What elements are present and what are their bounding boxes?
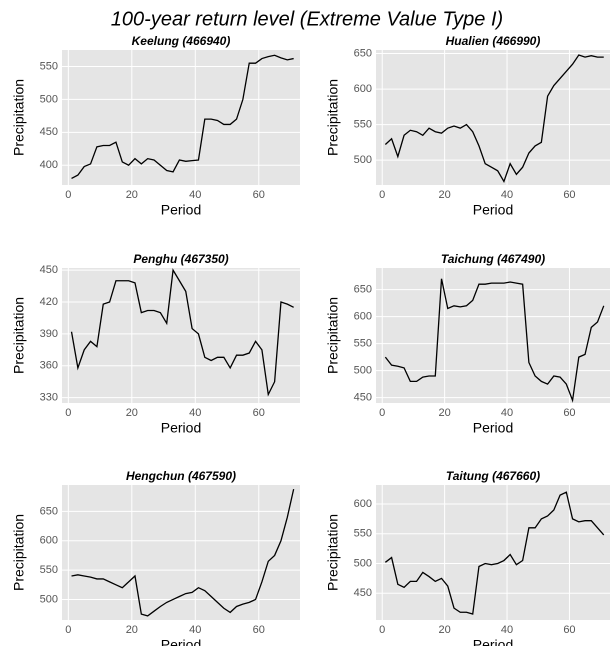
x-tick-label: 40 — [501, 624, 513, 636]
data-line — [384, 54, 604, 183]
y-tick-label: 450 — [354, 587, 372, 599]
y-tick-label: 500 — [354, 154, 372, 166]
y-tick-label: 550 — [354, 119, 372, 131]
x-tick-label: 20 — [439, 189, 451, 201]
panel-background — [62, 50, 300, 185]
y-tick-label: 550 — [354, 338, 372, 350]
y-axis-label: Precipitation — [11, 79, 27, 156]
y-axis-label: Precipitation — [11, 514, 27, 591]
panel-background — [376, 485, 610, 620]
y-tick-label: 500 — [354, 365, 372, 377]
x-tick-label: 60 — [563, 189, 575, 201]
y-tick-label: 650 — [354, 284, 372, 296]
x-tick-label: 40 — [501, 407, 513, 419]
x-tick-label: 0 — [379, 624, 385, 636]
panel-background — [62, 485, 300, 620]
y-tick-label: 500 — [40, 93, 58, 105]
panel-title: Hengchun (467590) — [126, 469, 236, 483]
data-line — [71, 488, 295, 617]
x-tick-label: 60 — [253, 407, 265, 419]
panel-title: Keelung (466940) — [132, 34, 231, 48]
panel-title: Taichung (467490) — [441, 252, 545, 266]
y-tick-label: 450 — [354, 392, 372, 404]
x-tick-label: 40 — [189, 624, 201, 636]
y-axis-label: Precipitation — [325, 514, 341, 591]
y-tick-label: 450 — [40, 126, 58, 138]
x-tick-label: 20 — [439, 624, 451, 636]
y-tick-label: 550 — [354, 528, 372, 540]
y-tick-label: 600 — [354, 311, 372, 323]
y-tick-label: 500 — [354, 557, 372, 569]
x-tick-label: 60 — [563, 624, 575, 636]
panel-background — [376, 50, 610, 185]
y-axis-label: Precipitation — [325, 79, 341, 156]
x-tick-label: 40 — [189, 407, 201, 419]
panel-background — [376, 268, 610, 403]
x-tick-label: 40 — [189, 189, 201, 201]
x-axis-label: Period — [473, 637, 513, 646]
data-line — [71, 54, 294, 179]
x-tick-label: 0 — [65, 189, 71, 201]
y-tick-label: 400 — [40, 159, 58, 171]
x-tick-label: 60 — [253, 189, 265, 201]
x-tick-label: 20 — [126, 189, 138, 201]
data-line — [70, 268, 294, 397]
panel-background — [62, 268, 300, 403]
x-tick-label: 20 — [126, 407, 138, 419]
panel-title: Taitung (467660) — [446, 469, 540, 483]
y-tick-label: 420 — [40, 296, 58, 308]
x-tick-label: 40 — [501, 189, 513, 201]
panel-title: Penghu (467350) — [133, 252, 228, 266]
x-axis-label: Period — [473, 420, 513, 436]
x-axis-label: Period — [473, 202, 513, 218]
y-tick-label: 360 — [40, 360, 58, 372]
x-tick-label: 20 — [439, 407, 451, 419]
y-tick-label: 550 — [40, 564, 58, 576]
x-tick-label: 0 — [379, 407, 385, 419]
x-tick-label: 60 — [563, 407, 575, 419]
x-axis-label: Period — [161, 637, 201, 646]
y-tick-label: 600 — [354, 498, 372, 510]
figure-title: 100-year return level (Extreme Value Typ… — [111, 8, 503, 30]
y-tick-label: 600 — [354, 83, 372, 95]
data-line — [384, 491, 605, 615]
x-tick-label: 60 — [253, 624, 265, 636]
y-tick-label: 450 — [40, 264, 58, 276]
x-axis-label: Period — [161, 202, 201, 218]
y-tick-label: 390 — [40, 328, 58, 340]
y-tick-label: 650 — [354, 47, 372, 59]
y-axis-label: Precipitation — [11, 297, 27, 374]
x-tick-label: 0 — [379, 189, 385, 201]
y-tick-label: 330 — [40, 392, 58, 404]
y-tick-label: 600 — [40, 535, 58, 547]
x-tick-label: 0 — [65, 624, 71, 636]
x-tick-label: 20 — [126, 624, 138, 636]
y-tick-label: 550 — [40, 60, 58, 72]
y-axis-label: Precipitation — [325, 297, 341, 374]
y-tick-label: 650 — [40, 505, 58, 517]
panel-title: Hualien (466990) — [446, 34, 541, 48]
y-tick-label: 500 — [40, 593, 58, 605]
data-line — [384, 278, 605, 403]
x-tick-label: 0 — [65, 407, 71, 419]
x-axis-label: Period — [161, 420, 201, 436]
